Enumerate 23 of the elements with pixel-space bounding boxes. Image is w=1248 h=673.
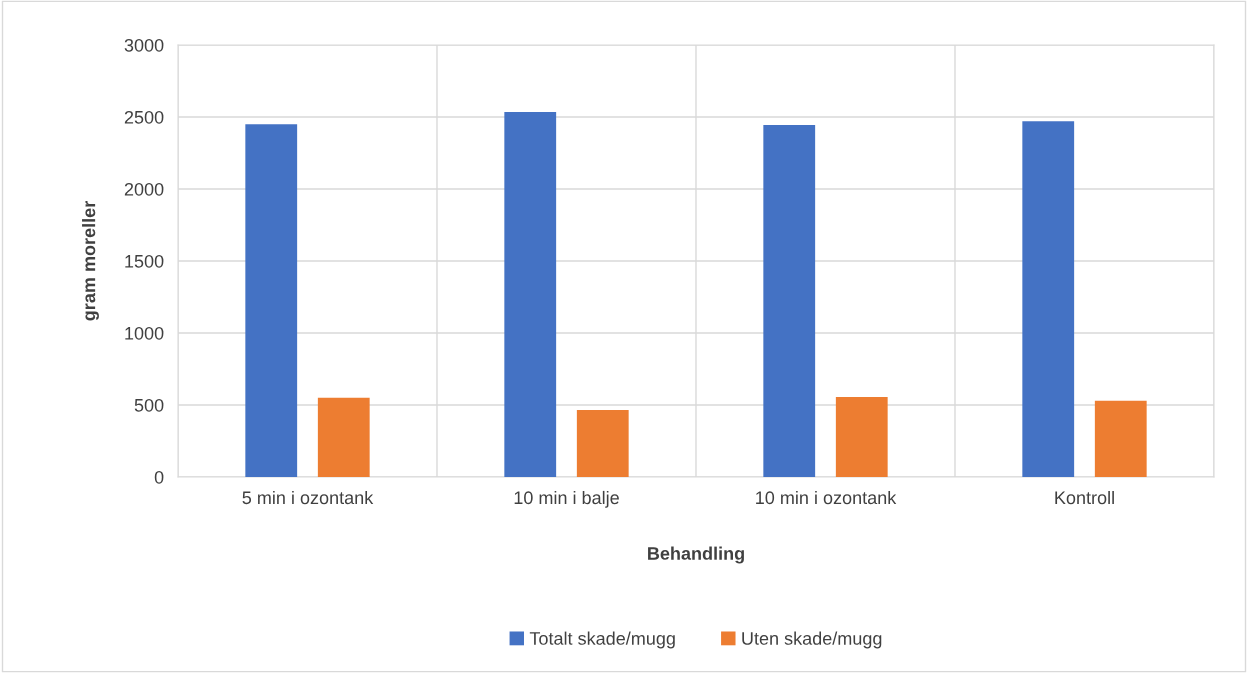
y-tick-label: 2000: [124, 182, 164, 196]
bar: [763, 124, 816, 477]
bar: [1022, 121, 1075, 477]
x-tick-label: Kontroll: [1055, 490, 1114, 505]
bar: [245, 124, 298, 477]
y-axis-title: gram moreller: [82, 201, 99, 321]
legend-label: Uten skade/mugg: [742, 631, 882, 649]
y-tick-label: 2500: [124, 110, 164, 124]
x-tick-label: 10 min i ozontank: [756, 490, 897, 505]
x-axis-title: Behandling: [648, 546, 744, 564]
y-tick-label: 1000: [125, 326, 164, 340]
x-tick-label: 10 min i balje: [514, 490, 619, 508]
y-tick-label: 3000: [124, 38, 164, 52]
bar: [576, 410, 629, 477]
bar: [504, 111, 557, 477]
bar: [1094, 400, 1147, 477]
y-tick-label: 500: [134, 398, 164, 412]
bar: [317, 397, 370, 477]
y-tick-label: 1500: [125, 254, 164, 268]
legend-label: Totalt skade/mugg: [529, 631, 675, 649]
bar: [835, 397, 888, 477]
y-tick-label: 0: [154, 470, 164, 484]
x-tick-label: 5 min i ozontank: [242, 490, 374, 505]
